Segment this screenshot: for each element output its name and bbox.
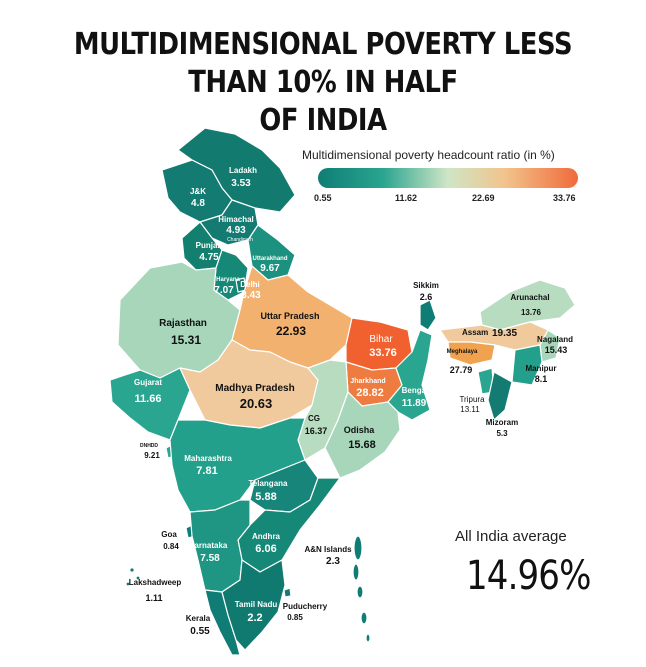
label-gujarat-name: Gujarat <box>134 378 162 387</box>
region-mizoram <box>487 371 513 421</box>
label-puducherry-name: Puducherry <box>283 602 328 611</box>
label-cg-name: CG <box>308 414 320 423</box>
label-karnataka-name: Karnataka <box>189 541 228 550</box>
label-tamilnadu-name: Tamil Nadu <box>235 600 278 609</box>
label-an-value: 2.3 <box>326 556 340 567</box>
label-himachal-value: 4.93 <box>226 225 246 236</box>
label-maharashtra-value: 7.81 <box>196 465 217 477</box>
label-mp-name: Madhya Pradesh <box>215 383 294 394</box>
region-tamilnadu <box>221 559 286 651</box>
label-assam-value: 19.35 <box>492 328 517 339</box>
label-chandigarh-value: 3.52 <box>235 244 245 250</box>
region-puducherry <box>283 587 292 598</box>
legend-title: Multidimensional poverty headcount ratio… <box>302 148 555 162</box>
label-andhra-value: 6.06 <box>255 543 276 555</box>
label-punjab-value: 4.75 <box>199 252 219 263</box>
average-value: 14.96% <box>466 553 591 599</box>
label-tripura-value: 13.11 <box>460 405 480 414</box>
region-an <box>352 535 371 643</box>
label-telangana-name: Telangana <box>249 479 289 488</box>
region-meghalaya <box>447 341 496 366</box>
label-ladakh-name: Ladakh <box>229 166 257 175</box>
label-bihar-name: Bihar <box>369 334 393 345</box>
label-lakshadweep-name: Lakshadweep <box>129 578 182 587</box>
label-lakshadweep-value: 1.11 <box>145 593 162 603</box>
label-goa-name: Goa <box>161 530 177 539</box>
legend-tick-2: 11.62 <box>395 193 418 203</box>
label-uttarakhand-name: Uttarakhand <box>252 256 287 262</box>
label-odisha-value: 15.68 <box>348 439 376 451</box>
label-kerala-name: Kerala <box>186 614 211 623</box>
region-cg <box>297 359 349 461</box>
label-up-value: 22.93 <box>276 324 306 338</box>
title-line-1: MULTIDIMENSIONAL POVERTY LESS THAN 10% I… <box>73 27 573 100</box>
region-sikkim <box>419 299 437 331</box>
label-mizoram-name: Mizoram <box>486 418 518 427</box>
label-jk-name: J&K <box>190 187 206 196</box>
label-manipur-value: 8.1 <box>535 374 548 384</box>
label-delhi-name: Delhi <box>240 280 260 289</box>
label-tripura-name: Tripura <box>459 395 485 404</box>
label-punjab-name: Punjab <box>196 241 223 250</box>
label-up-name: Uttar Pradesh <box>260 311 319 321</box>
label-meghalaya-value: 27.79 <box>450 365 473 375</box>
label-gujarat-value: 11.66 <box>135 393 162 405</box>
label-ladakh-value: 3.53 <box>231 178 251 189</box>
label-nagaland-name: Nagaland <box>537 335 573 344</box>
label-andhra-name: Andhra <box>252 532 281 541</box>
label-jharkhand-name: Jharkhand <box>350 378 385 385</box>
label-assam-name: Assam <box>462 328 488 337</box>
label-jk-value: 4.8 <box>191 198 205 209</box>
label-manipur-name: Manipur <box>525 364 556 373</box>
label-mizoram-value: 5.3 <box>496 429 508 438</box>
region-odisha <box>324 391 401 479</box>
label-sikkim-name: Sikkim <box>413 281 439 290</box>
legend-tick-max: 33.76 <box>553 193 576 203</box>
label-sikkim-value: 2.6 <box>420 292 433 302</box>
label-bihar-value: 33.76 <box>369 347 397 359</box>
label-telangana-value: 5.88 <box>255 491 276 503</box>
label-bengal-name: Bengal <box>402 386 429 395</box>
page-title: MULTIDIMENSIONAL POVERTY LESS THAN 10% I… <box>45 26 601 140</box>
legend-color-bar <box>318 168 578 188</box>
label-jharkhand-value: 28.82 <box>356 387 384 399</box>
region-bengal <box>387 329 433 421</box>
region-lakshadweep <box>126 568 140 586</box>
label-karnataka-value: 7.58 <box>200 553 220 564</box>
label-kerala-value: 0.55 <box>190 626 210 637</box>
label-bengal-value: 11.89 <box>402 398 427 409</box>
label-goa-value: 0.84 <box>163 542 179 551</box>
label-maharashtra-name: Maharashtra <box>184 454 232 463</box>
legend-tick-3: 22.69 <box>472 193 495 203</box>
label-arunachal-value: 13.76 <box>521 308 542 317</box>
label-tamilnadu-value: 2.2 <box>247 612 262 624</box>
label-chandigarh-name: Chandigarh <box>227 237 253 243</box>
label-dndd-value: 9.21 <box>144 451 160 460</box>
label-nagaland-value: 15.43 <box>545 345 568 355</box>
average-label: All India average <box>455 528 567 545</box>
label-mp-value: 20.63 <box>240 396 273 411</box>
label-rajasthan-name: Rajasthan <box>159 318 207 329</box>
label-haryana-name: Haryana <box>216 277 240 283</box>
label-delhi-value: 3.43 <box>241 290 261 301</box>
region-manipur <box>511 344 543 386</box>
title-line-2: OF INDIA <box>259 103 387 138</box>
label-cg-value: 16.37 <box>305 426 328 436</box>
legend-tick-min: 0.55 <box>314 193 332 203</box>
label-himachal-name: Himachal <box>218 215 254 224</box>
label-puducherry-value: 0.85 <box>287 613 303 622</box>
label-rajasthan-value: 15.31 <box>171 333 201 347</box>
label-haryana-value: 7.07 <box>214 285 234 296</box>
label-an-name: A&N Islands <box>304 545 352 554</box>
label-dndd-name: DNHDD <box>140 443 158 449</box>
label-odisha-name: Odisha <box>344 425 376 435</box>
label-meghalaya-name: Meghalaya <box>447 349 478 355</box>
label-uttarakhand-value: 9.67 <box>260 263 280 274</box>
label-arunachal-name: Arunachal <box>510 293 549 302</box>
